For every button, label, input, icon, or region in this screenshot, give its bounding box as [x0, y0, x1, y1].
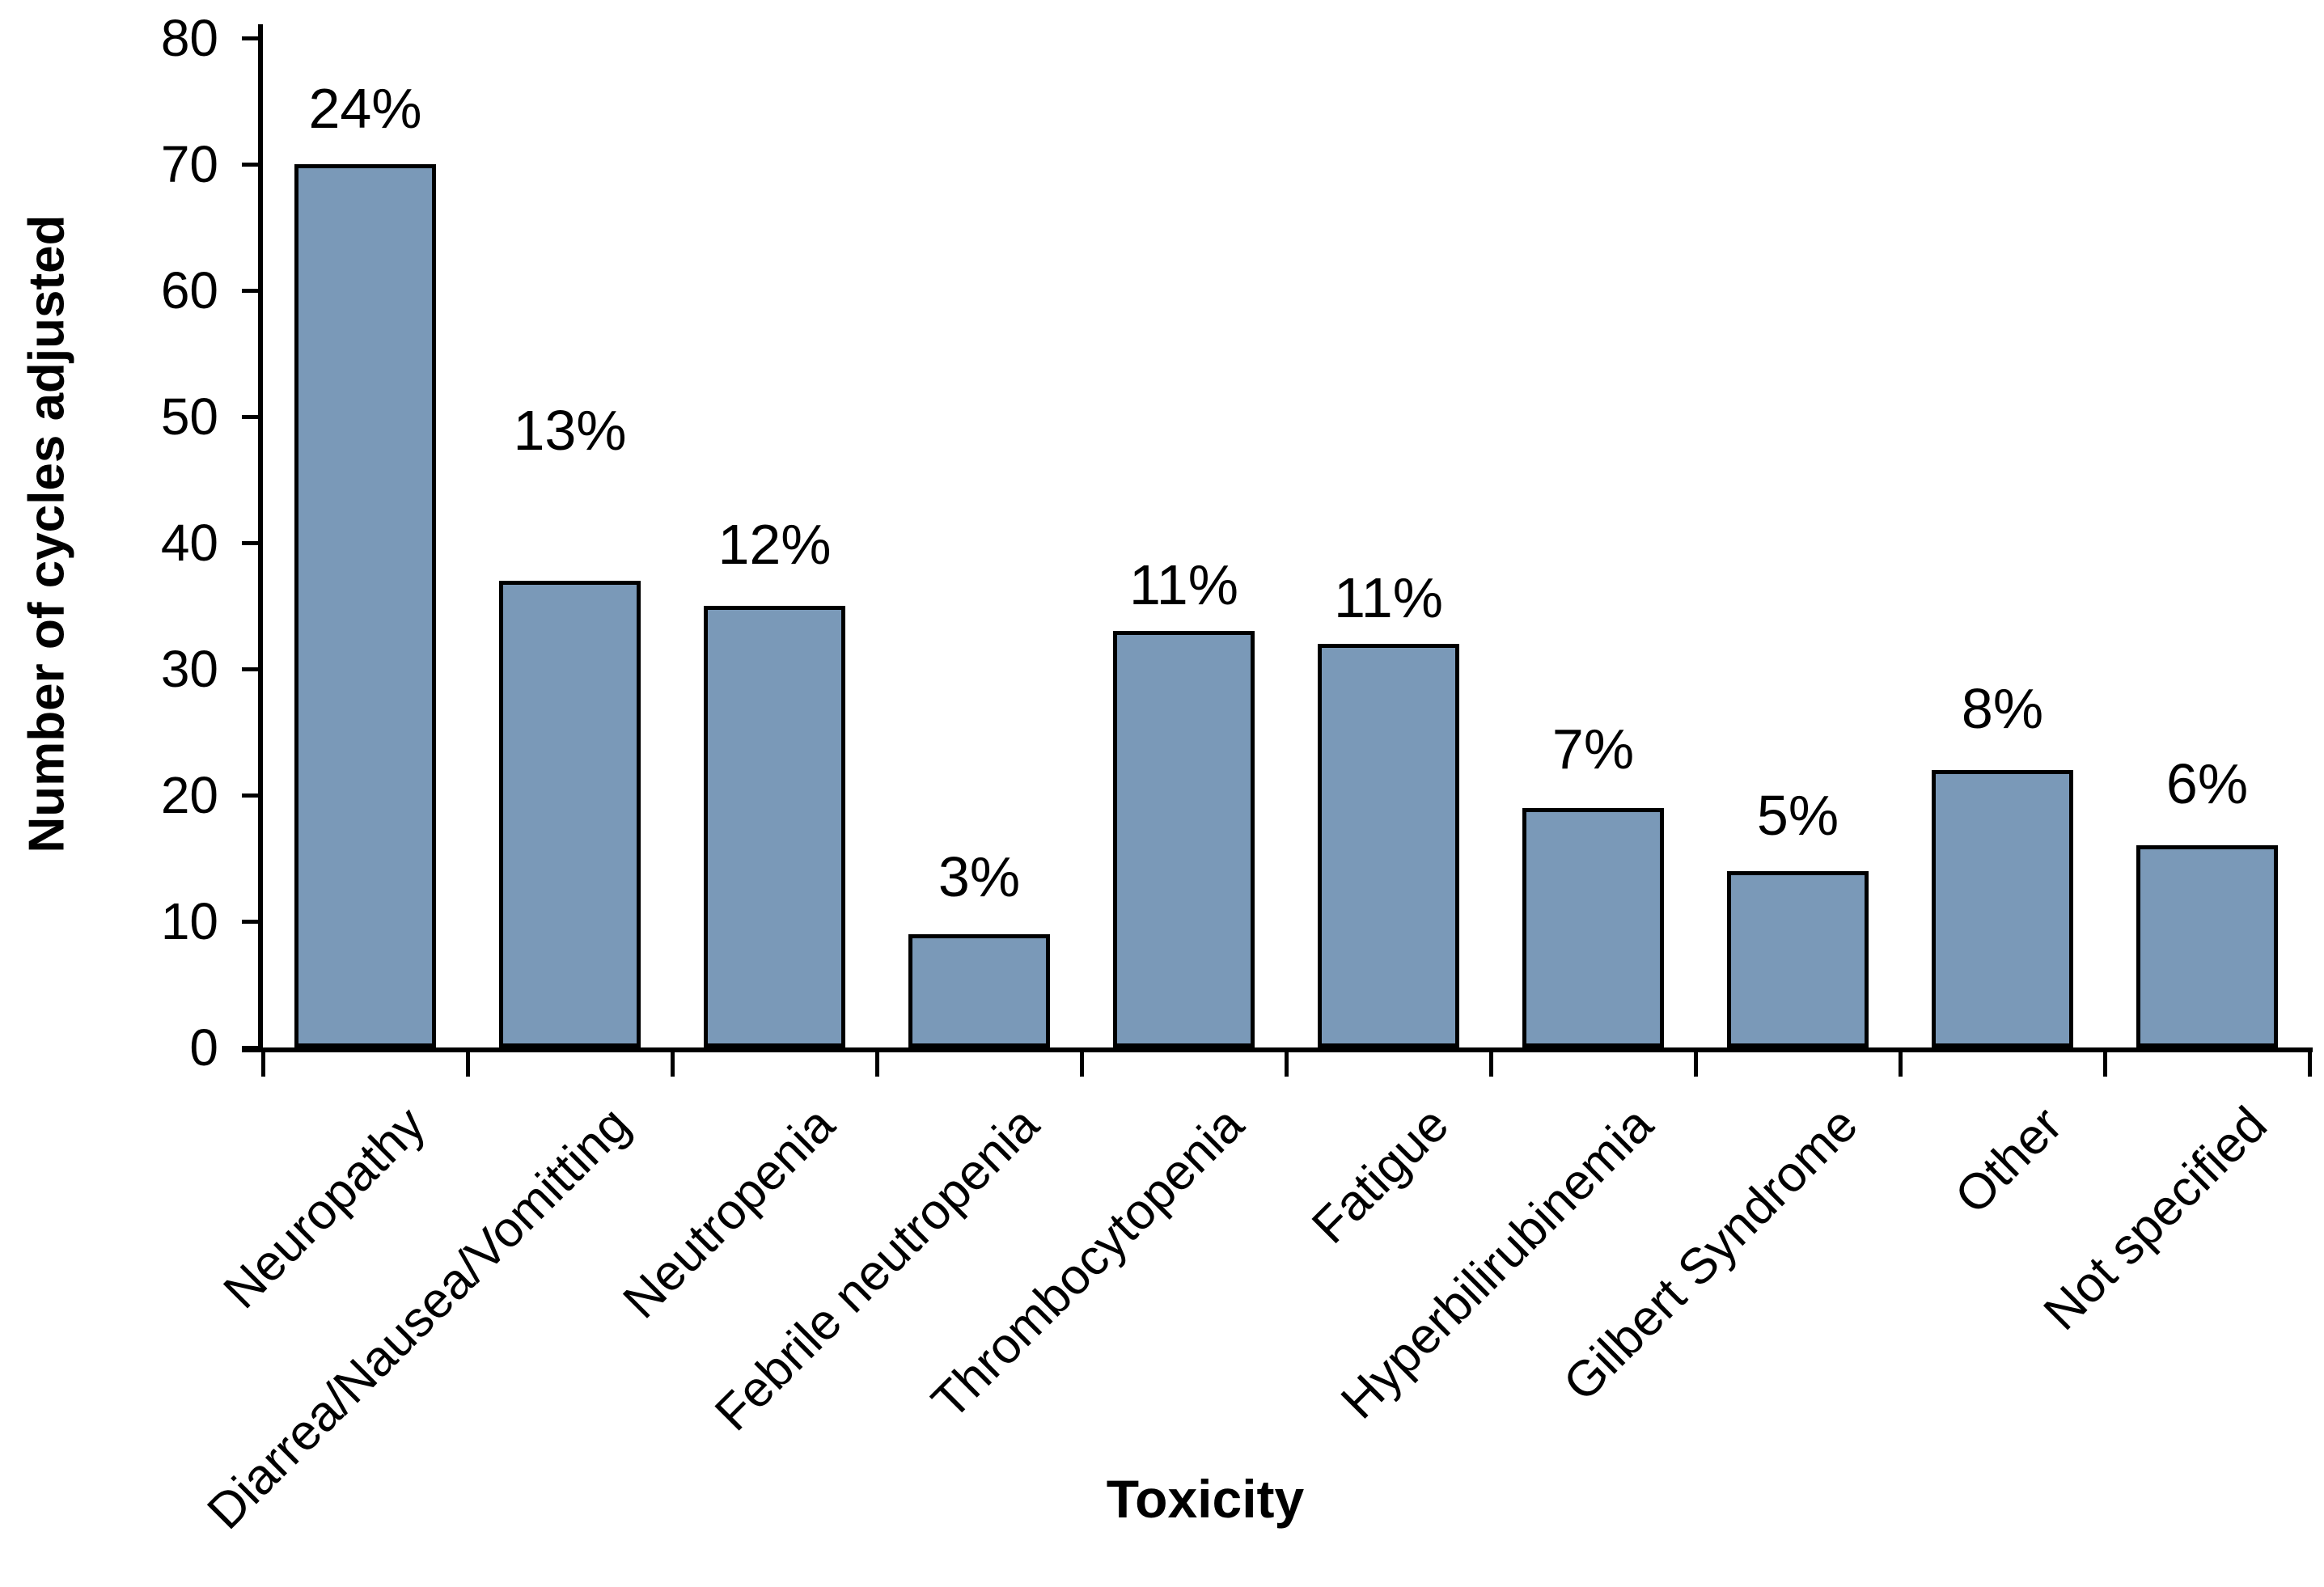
- y-tick: [242, 36, 263, 40]
- y-tick: [242, 163, 263, 167]
- y-tick: [242, 1046, 263, 1050]
- x-tick: [1899, 1047, 1903, 1077]
- bar: [1727, 870, 1869, 1047]
- y-tick: [242, 415, 263, 419]
- y-tick: [242, 920, 263, 924]
- x-category-label: Diarrea/Nausea/Vomitting: [197, 1096, 641, 1540]
- x-tick: [261, 1047, 265, 1077]
- x-tick: [2308, 1047, 2312, 1077]
- bar: [2136, 845, 2278, 1047]
- y-tick-label: 70: [160, 135, 218, 193]
- x-tick: [1489, 1047, 1493, 1077]
- bar: [1522, 807, 1664, 1047]
- bar: [1113, 631, 1255, 1047]
- y-tick-label: 0: [189, 1018, 218, 1077]
- x-tick: [1080, 1047, 1084, 1077]
- x-category-label: Neutropenia: [612, 1096, 845, 1330]
- bar-value-label: 12%: [718, 513, 832, 576]
- y-axis-title: Number of cycles adjusted: [19, 214, 75, 853]
- y-tick-label: 50: [160, 387, 218, 446]
- bar-value-label: 11%: [1129, 553, 1238, 617]
- x-axis-line: [242, 1047, 2313, 1052]
- bar-value-label: 5%: [1756, 783, 1839, 847]
- bar-value-label: 7%: [1551, 717, 1635, 781]
- x-category-label: Other: [1945, 1096, 2073, 1225]
- bar: [908, 933, 1050, 1047]
- x-category-label: Neuropathy: [213, 1096, 436, 1320]
- y-tick: [242, 794, 263, 798]
- x-tick: [466, 1047, 470, 1077]
- y-tick-label: 30: [160, 640, 218, 698]
- y-tick-label: 20: [160, 766, 218, 824]
- bar: [499, 580, 641, 1047]
- x-tick: [1694, 1047, 1698, 1077]
- y-tick-label: 60: [160, 261, 218, 320]
- bar-value-label: 3%: [938, 844, 1021, 908]
- x-category-label: Fatigue: [1301, 1096, 1459, 1255]
- bar: [704, 606, 845, 1047]
- bar: [1318, 643, 1459, 1047]
- bar-value-label: 11%: [1334, 565, 1443, 629]
- x-tick: [671, 1047, 675, 1077]
- bar: [294, 164, 436, 1047]
- bar: [1932, 769, 2073, 1047]
- x-tick: [1285, 1047, 1289, 1077]
- y-tick-label: 10: [160, 892, 218, 950]
- y-tick-label: 40: [160, 514, 218, 572]
- y-tick-label: 80: [160, 9, 218, 67]
- bar-value-label: 8%: [1961, 676, 2044, 740]
- x-axis-title: Toxicity: [1106, 1469, 1305, 1529]
- y-axis-line: [258, 24, 263, 1052]
- x-tick: [875, 1047, 879, 1077]
- y-tick: [242, 541, 263, 545]
- bar-value-label: 6%: [2165, 752, 2249, 816]
- bar-value-label: 24%: [308, 77, 422, 140]
- x-tick: [2103, 1047, 2107, 1077]
- y-tick: [242, 289, 263, 293]
- y-tick: [242, 667, 263, 671]
- bar-value-label: 13%: [513, 398, 627, 462]
